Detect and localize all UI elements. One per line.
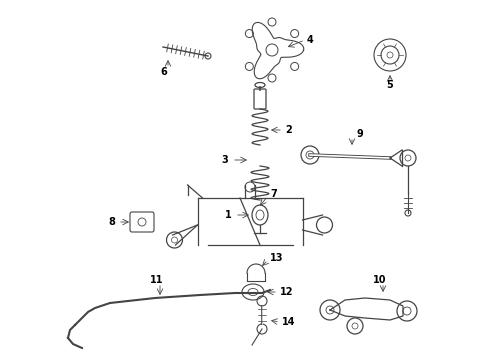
Text: 3: 3 bbox=[221, 155, 228, 165]
Text: 6: 6 bbox=[161, 67, 168, 77]
Text: 1: 1 bbox=[225, 210, 232, 220]
Text: 5: 5 bbox=[387, 80, 393, 90]
Text: 4: 4 bbox=[307, 35, 314, 45]
Text: 2: 2 bbox=[285, 125, 292, 135]
Text: 13: 13 bbox=[270, 253, 284, 263]
Text: 8: 8 bbox=[108, 217, 115, 227]
Text: 7: 7 bbox=[270, 189, 277, 199]
Text: 14: 14 bbox=[282, 317, 295, 327]
Text: 9: 9 bbox=[356, 129, 363, 139]
Text: 12: 12 bbox=[280, 287, 294, 297]
Text: 11: 11 bbox=[150, 275, 164, 285]
Text: 10: 10 bbox=[373, 275, 387, 285]
